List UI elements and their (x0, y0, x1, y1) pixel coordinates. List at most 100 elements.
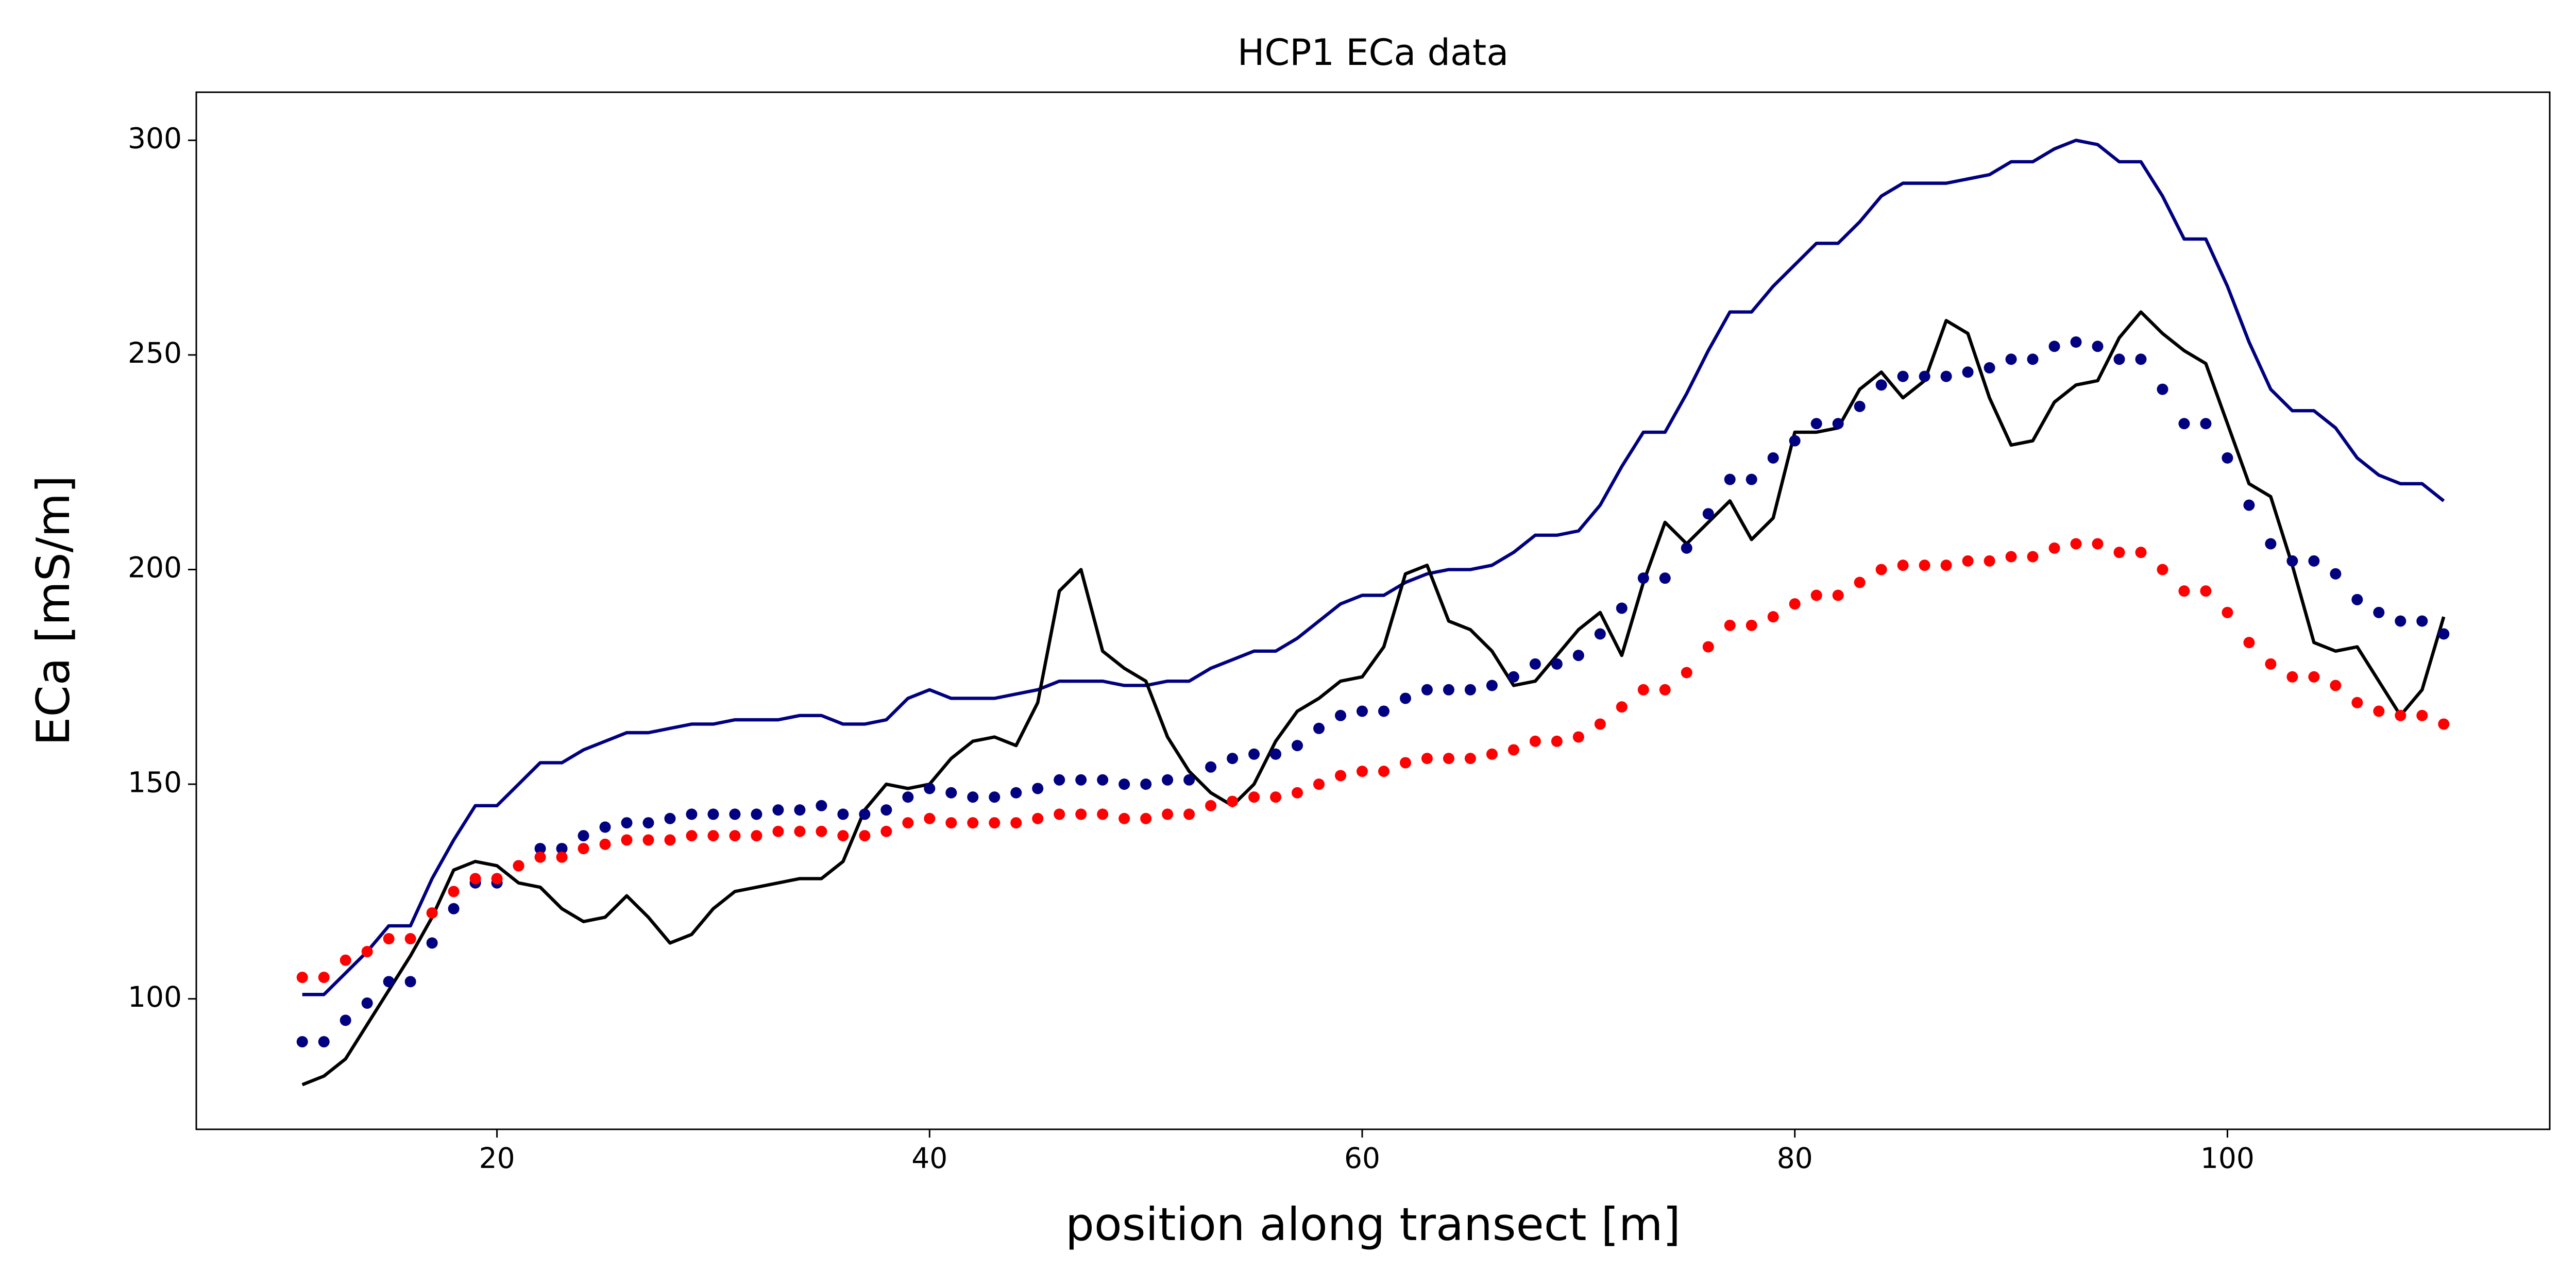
data-point (989, 817, 1001, 829)
data-point (2005, 551, 2017, 563)
data-point (2308, 671, 2320, 683)
data-point (2027, 353, 2039, 365)
y-tick-label: 150 (128, 766, 182, 799)
data-point (1486, 748, 1498, 760)
data-line (301, 310, 2446, 1087)
data-point (1702, 508, 1714, 520)
data-point (556, 851, 568, 863)
data-point (1659, 684, 1671, 696)
data-point (1205, 761, 1217, 773)
data-point (1054, 774, 1065, 786)
data-point (1984, 362, 1995, 374)
data-point (816, 800, 827, 811)
data-point (1399, 757, 1411, 769)
data-point (1681, 542, 1692, 554)
data-point (361, 997, 373, 1009)
data-point (2286, 555, 2298, 567)
data-point (837, 830, 849, 842)
data-point (1335, 709, 1347, 721)
data-point (2070, 538, 2082, 550)
data-point (924, 783, 936, 794)
data-point (967, 791, 979, 803)
data-point (340, 1014, 351, 1026)
data-point (1162, 774, 1174, 786)
data-point (621, 817, 633, 829)
data-point (816, 825, 827, 837)
data-point (751, 808, 762, 820)
data-point (1032, 783, 1044, 794)
data-point (2135, 547, 2147, 558)
data-point (1075, 808, 1087, 820)
data-point (2373, 606, 2385, 618)
data-point (2351, 697, 2363, 708)
data-point (361, 946, 373, 958)
data-point (448, 886, 460, 897)
data-point (534, 843, 546, 855)
data-point (729, 830, 741, 842)
data-point (2113, 353, 2125, 365)
data-point (924, 812, 936, 824)
data-point (1097, 774, 1109, 786)
data-point (1075, 774, 1087, 786)
data-point (1551, 735, 1563, 747)
data-point (1118, 778, 1130, 790)
data-point (296, 972, 308, 984)
data-point (1637, 572, 1649, 584)
data-point (2243, 637, 2255, 649)
data-point (1010, 787, 1022, 799)
data-point (707, 830, 719, 842)
data-point (1767, 452, 1779, 464)
data-point (729, 808, 741, 820)
data-point (1443, 753, 1454, 765)
data-point (2178, 585, 2190, 597)
data-point (967, 817, 979, 829)
data-point (1464, 684, 1476, 696)
data-point (642, 817, 654, 829)
data-point (2351, 594, 2363, 605)
y-tick-label: 250 (128, 336, 182, 369)
data-point (426, 907, 438, 919)
data-point (1745, 619, 1757, 631)
data-point (1183, 774, 1195, 786)
data-point (859, 808, 871, 820)
data-point (1875, 564, 1887, 575)
data-point (751, 830, 762, 842)
data-point (621, 834, 633, 846)
data-point (1183, 808, 1195, 820)
data-point (1507, 671, 1519, 683)
data-point (404, 933, 416, 945)
data-point (2416, 709, 2428, 721)
data-point (491, 873, 503, 885)
y-axis-label: ECa [mS/m] (27, 476, 80, 746)
data-point (1854, 400, 1866, 412)
data-point (1724, 619, 1736, 631)
data-point (2157, 383, 2168, 395)
x-tick-label: 40 (911, 1142, 947, 1175)
data-point (404, 976, 416, 988)
data-point (2135, 353, 2147, 365)
data-point (383, 933, 395, 945)
data-line (302, 139, 2445, 996)
y-tick-label: 300 (128, 122, 182, 155)
data-point (1702, 641, 1714, 653)
data-point (2200, 585, 2212, 597)
data-point (664, 812, 676, 824)
data-point (318, 1036, 330, 1048)
data-point (902, 791, 914, 803)
data-point (1335, 770, 1347, 782)
data-point (2265, 538, 2277, 550)
data-point (1789, 598, 1801, 610)
x-tick-label: 20 (479, 1142, 515, 1175)
data-point (2243, 499, 2255, 511)
data-point (1357, 766, 1368, 777)
data-point (340, 954, 351, 966)
data-point (1897, 370, 1909, 382)
data-point (2222, 606, 2233, 618)
data-point (1789, 435, 1801, 447)
data-point (1010, 817, 1022, 829)
data-point (2308, 555, 2320, 567)
data-point (2395, 709, 2406, 721)
data-point (426, 937, 438, 949)
data-point (2286, 671, 2298, 683)
